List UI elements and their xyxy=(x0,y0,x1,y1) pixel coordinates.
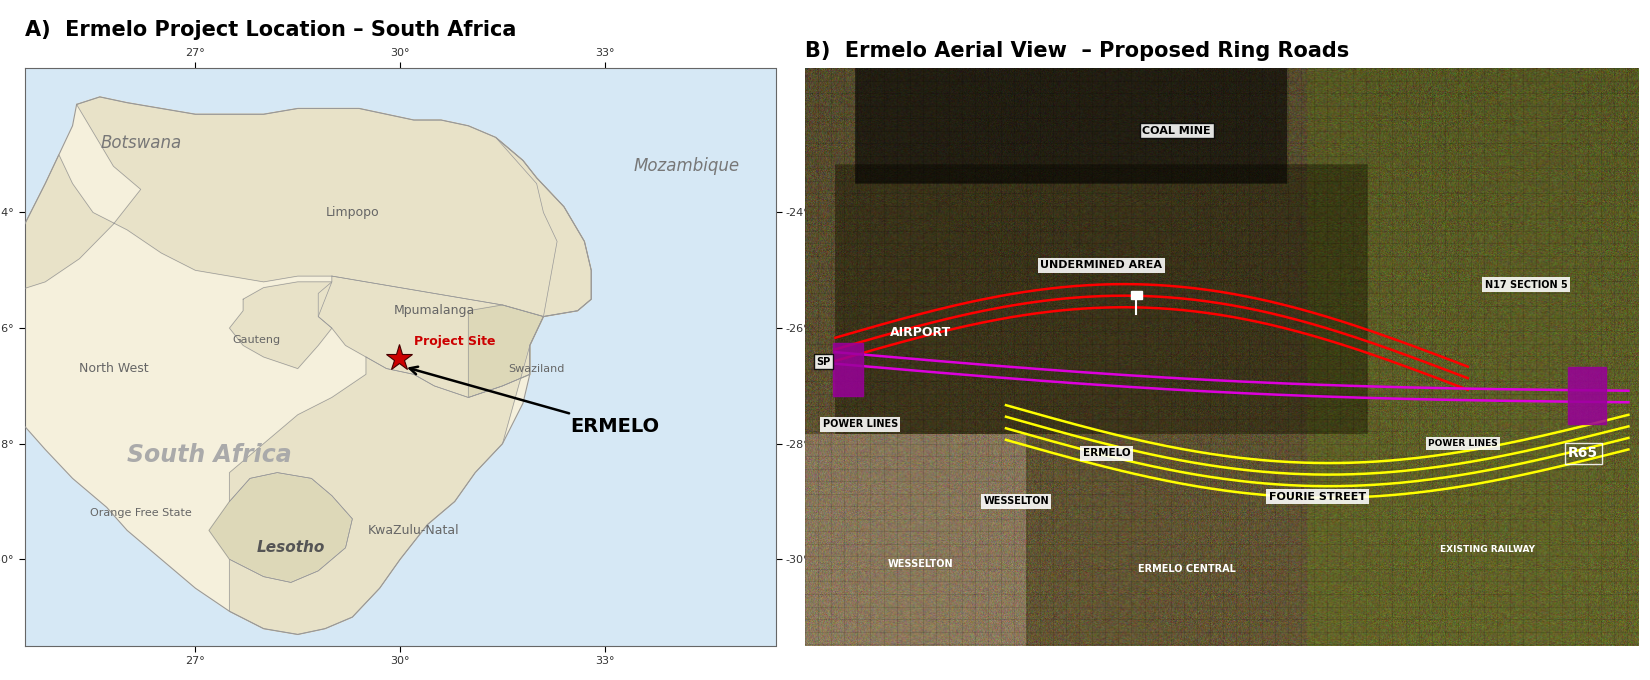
Text: Swaziland: Swaziland xyxy=(508,364,564,373)
Text: Limpopo: Limpopo xyxy=(325,206,380,219)
Polygon shape xyxy=(229,282,332,369)
Bar xyxy=(833,343,863,396)
Text: POWER LINES: POWER LINES xyxy=(1427,439,1498,448)
Polygon shape xyxy=(210,473,353,582)
Text: SP: SP xyxy=(817,357,830,367)
Bar xyxy=(1568,367,1607,424)
Text: WESSELTON: WESSELTON xyxy=(983,496,1049,507)
Polygon shape xyxy=(469,305,543,397)
Text: Mpumalanga: Mpumalanga xyxy=(394,304,475,318)
Text: WESSELTON: WESSELTON xyxy=(888,559,954,569)
Text: ERMELO: ERMELO xyxy=(1082,448,1130,458)
Text: POWER LINES: POWER LINES xyxy=(823,420,898,430)
Text: ERMELO: ERMELO xyxy=(409,367,660,436)
Polygon shape xyxy=(0,97,591,634)
Text: UNDERMINED AREA: UNDERMINED AREA xyxy=(1041,260,1162,271)
Text: Gauteng: Gauteng xyxy=(233,335,280,345)
Text: B)  Ermelo Aerial View  – Proposed Ring Roads: B) Ermelo Aerial View – Proposed Ring Ro… xyxy=(805,41,1350,61)
Text: N17 SECTION 5: N17 SECTION 5 xyxy=(1485,279,1568,290)
Polygon shape xyxy=(318,137,591,397)
Text: Mozambique: Mozambique xyxy=(634,157,739,175)
Polygon shape xyxy=(229,345,530,634)
Text: Orange Free State: Orange Free State xyxy=(89,508,191,518)
Text: Project Site: Project Site xyxy=(414,335,495,347)
Text: FOURIE STREET: FOURIE STREET xyxy=(1269,492,1366,502)
Bar xyxy=(1132,292,1142,299)
Text: North West: North West xyxy=(79,362,148,375)
Polygon shape xyxy=(0,97,591,316)
Text: A)  Ermelo Project Location – South Africa: A) Ermelo Project Location – South Afric… xyxy=(25,20,516,41)
Text: Lesotho: Lesotho xyxy=(257,540,325,556)
Text: COAL MINE: COAL MINE xyxy=(1142,126,1211,135)
Text: Botswana: Botswana xyxy=(101,134,182,152)
Text: EXISTING RAILWAY: EXISTING RAILWAY xyxy=(1440,545,1536,554)
Text: R65: R65 xyxy=(1568,446,1599,460)
Text: AIRPORT: AIRPORT xyxy=(889,326,952,339)
Text: KwaZulu-Natal: KwaZulu-Natal xyxy=(368,524,460,537)
Text: ERMELO CENTRAL: ERMELO CENTRAL xyxy=(1138,564,1236,574)
Text: South Africa: South Africa xyxy=(127,443,292,467)
